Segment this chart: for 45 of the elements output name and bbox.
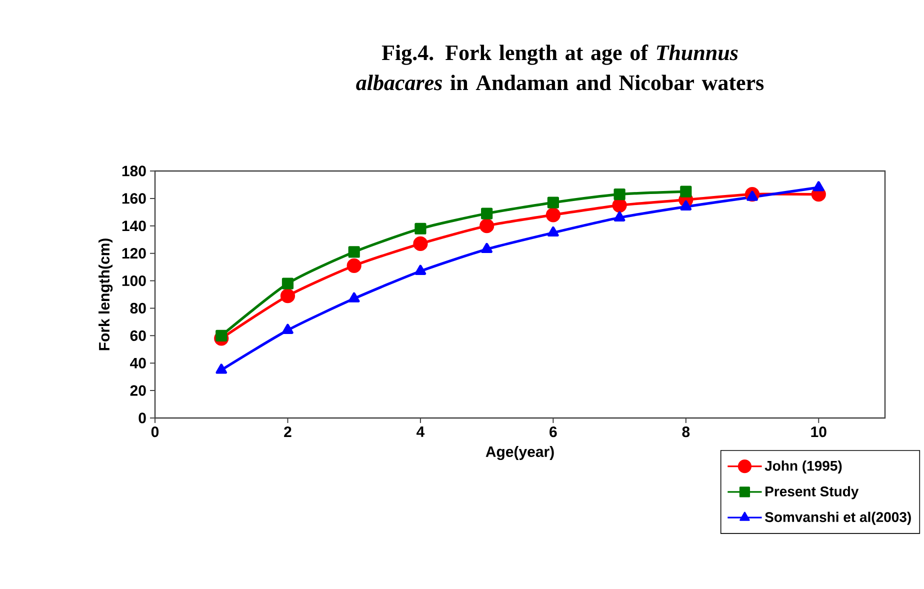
y-tick-label: 20 (130, 385, 146, 396)
point (612, 198, 627, 213)
point (348, 246, 360, 258)
point (680, 200, 692, 210)
point (282, 324, 294, 334)
point (414, 264, 426, 275)
point (282, 278, 294, 290)
point (546, 208, 560, 222)
point (348, 292, 360, 302)
point (614, 211, 626, 222)
point (481, 242, 492, 254)
point (216, 330, 228, 342)
legend-label: Somvanshi et al(2003) (764, 512, 911, 525)
point (481, 208, 493, 220)
y-tick-label: 180 (122, 166, 146, 176)
point (216, 364, 227, 374)
legend-label: John (1995) (764, 460, 842, 474)
x-tick-label: 10 (811, 426, 826, 438)
point (547, 196, 559, 208)
point (548, 226, 559, 237)
y-tick-label: 60 (130, 330, 146, 341)
chart-title: Fig.4. Fork length at age of Thunnus albacares in Andaman and Nicobar waters (356, 44, 764, 90)
point (280, 288, 296, 304)
x-tick-label: 4 (416, 426, 425, 437)
x-tick-label: 8 (682, 426, 690, 438)
x-tick-label: 2 (284, 426, 292, 437)
y-tick-label: 80 (130, 302, 146, 314)
x-tick-label: 0 (151, 426, 159, 438)
point (414, 222, 426, 234)
point (680, 186, 692, 198)
y-axis-title: Fork length(cm) (98, 238, 113, 350)
point (614, 188, 626, 200)
point (480, 218, 494, 234)
point (346, 258, 362, 273)
legend-label: Present Study (766, 486, 859, 500)
y-tick-label: 0 (138, 412, 146, 424)
y-tick-label: 40 (130, 358, 146, 368)
point (413, 236, 428, 252)
y-tick-label: 140 (122, 220, 146, 232)
point (813, 181, 824, 192)
y-tick-label: 120 (122, 248, 146, 259)
x-tick-label: 6 (550, 426, 557, 438)
y-tick-label: 100 (122, 275, 146, 286)
x-axis-title: Age(year) (486, 446, 554, 460)
y-tick-label: 160 (122, 193, 146, 204)
